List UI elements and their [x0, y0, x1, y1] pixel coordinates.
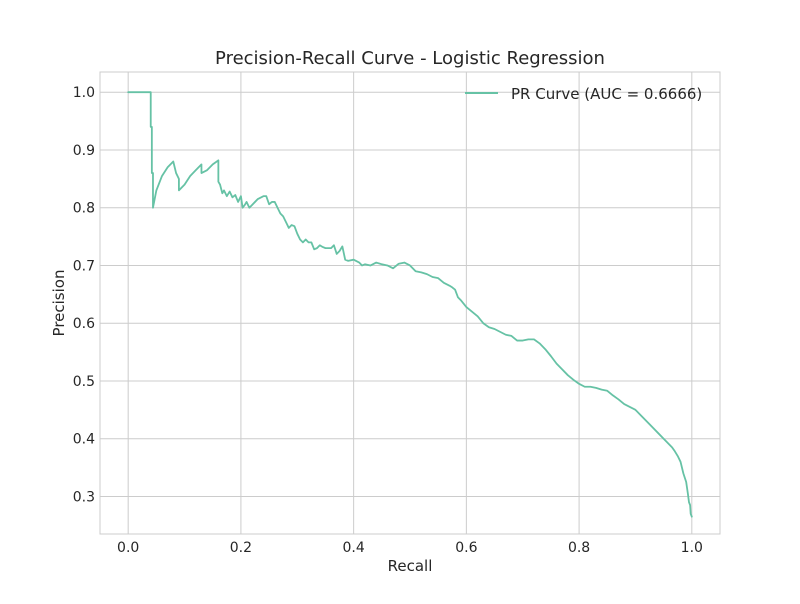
x-tick-label: 0.2 [230, 540, 252, 556]
legend: PR Curve (AUC = 0.6666) [465, 85, 702, 103]
y-tick-label: 0.9 [73, 143, 95, 159]
y-tick-label: 0.7 [73, 258, 95, 274]
y-tick-label: 0.6 [73, 316, 95, 332]
y-tick-label: 1.0 [73, 85, 95, 101]
y-tick-label: 0.8 [73, 201, 95, 217]
y-axis-ticks: 0.3 0.4 0.5 0.6 0.7 0.8 0.9 1.0 [73, 85, 95, 505]
x-tick-label: 0.0 [117, 540, 139, 556]
x-tick-label: 0.8 [568, 540, 590, 556]
y-axis-label: Precision [50, 270, 68, 337]
x-tick-label: 0.4 [343, 540, 365, 556]
y-tick-label: 0.3 [73, 489, 95, 505]
y-tick-label: 0.5 [73, 374, 95, 390]
series-layer [127, 91, 693, 518]
legend-label: PR Curve (AUC = 0.6666) [511, 85, 702, 103]
x-axis-ticks: 0.0 0.2 0.4 0.6 0.8 1.0 [117, 540, 703, 556]
pr-curve-line [127, 91, 693, 518]
y-tick-label: 0.4 [73, 432, 95, 448]
x-tick-label: 1.0 [681, 540, 703, 556]
x-tick-label: 0.6 [455, 540, 477, 556]
x-axis-label: Recall [388, 557, 433, 575]
chart-title: Precision-Recall Curve - Logistic Regres… [215, 48, 605, 69]
plot-frame [99, 71, 721, 535]
